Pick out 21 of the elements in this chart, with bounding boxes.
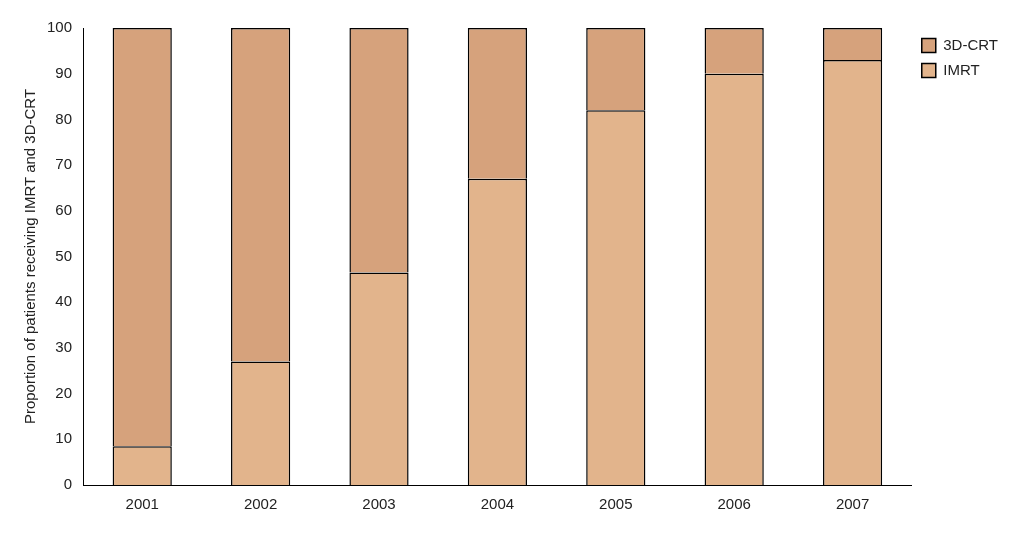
y-tick-label: 10 [55, 429, 73, 447]
y-tick-label: 20 [55, 383, 73, 401]
legend-label: 3D-CRT [943, 35, 999, 53]
legend-label: IMRT [943, 60, 980, 78]
x-tick-label: 2006 [717, 495, 751, 513]
y-tick-label: 100 [47, 18, 73, 36]
x-tick-label: 2003 [362, 495, 396, 513]
y-tick-label: 50 [55, 246, 73, 264]
y-tick-label: 60 [55, 200, 73, 218]
y-tick-label: 80 [55, 109, 73, 127]
y-tick-label: 40 [55, 292, 73, 310]
y-tick-label: 90 [55, 63, 73, 81]
x-tick-label: 2004 [480, 495, 515, 513]
y-tick-label: 0 [63, 475, 73, 493]
x-tick-label: 2005 [599, 495, 633, 513]
x-tick-label: 2007 [835, 495, 870, 513]
x-tick-label: 2002 [243, 495, 278, 513]
y-tick-label: 30 [55, 338, 73, 356]
x-tick-label: 2001 [125, 495, 159, 513]
y-tick-label: 70 [55, 155, 73, 173]
y-axis-title: Proportion of patients receiving IMRT and 3D-CRT [21, 88, 39, 425]
